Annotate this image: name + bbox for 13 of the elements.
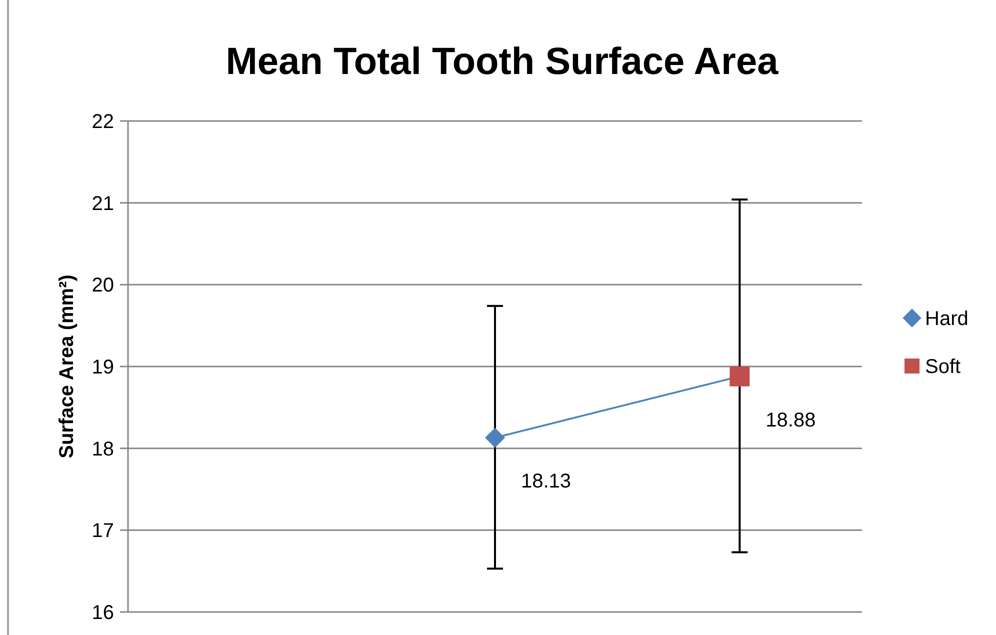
y-tick-label: 16	[92, 602, 114, 624]
y-tick-label: 17	[92, 520, 114, 542]
data-label: 18.13	[521, 470, 572, 493]
legend-label: Hard	[925, 308, 968, 330]
legend-label: Soft	[925, 356, 962, 378]
y-tick-label: 18	[92, 438, 114, 460]
y-tick-label: 21	[92, 192, 114, 215]
y-tick-label: 19	[92, 356, 114, 378]
chart-title: Mean Total Tooth Surface Area	[226, 41, 780, 83]
data-label: 18.88	[766, 409, 816, 432]
y-tick-label: 20	[92, 274, 114, 297]
y-tick-label: 22	[92, 111, 114, 133]
y-axis-title: Surface Area (mm²)	[56, 274, 78, 458]
